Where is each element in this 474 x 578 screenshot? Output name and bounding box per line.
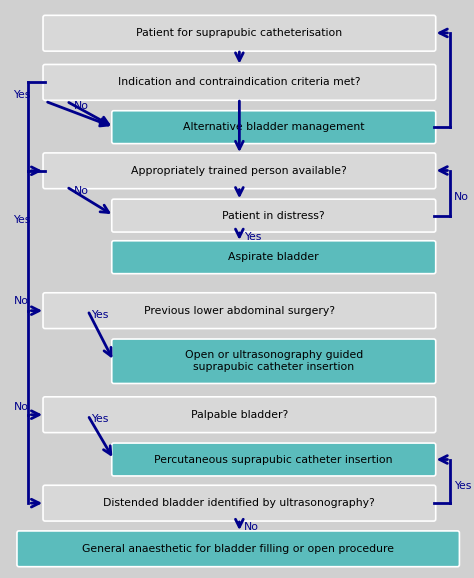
Text: No: No (14, 402, 29, 413)
FancyBboxPatch shape (43, 65, 436, 100)
FancyBboxPatch shape (112, 339, 436, 383)
FancyBboxPatch shape (17, 531, 459, 566)
Text: Yes: Yes (91, 310, 109, 320)
FancyBboxPatch shape (43, 153, 436, 188)
Text: No: No (244, 521, 259, 532)
Text: No: No (73, 186, 89, 196)
Text: General anaesthetic for bladder filling or open procedure: General anaesthetic for bladder filling … (82, 544, 394, 554)
Text: Previous lower abdominal surgery?: Previous lower abdominal surgery? (144, 306, 335, 316)
Text: No: No (14, 295, 29, 306)
Text: Yes: Yes (244, 232, 262, 242)
Text: No: No (73, 101, 89, 111)
FancyBboxPatch shape (112, 241, 436, 273)
FancyBboxPatch shape (112, 199, 436, 232)
Text: Percutaneous suprapubic catheter insertion: Percutaneous suprapubic catheter inserti… (155, 454, 393, 465)
FancyBboxPatch shape (43, 486, 436, 521)
Text: Yes: Yes (13, 90, 30, 101)
Text: Alternative bladder management: Alternative bladder management (183, 122, 365, 132)
Text: Appropriately trained person available?: Appropriately trained person available? (131, 166, 347, 176)
Text: Yes: Yes (454, 480, 472, 491)
Text: Yes: Yes (13, 214, 30, 225)
Text: Patient in distress?: Patient in distress? (222, 210, 325, 221)
Text: Aspirate bladder: Aspirate bladder (228, 252, 319, 262)
Text: Yes: Yes (91, 414, 109, 424)
FancyBboxPatch shape (112, 443, 436, 476)
Text: Indication and contraindication criteria met?: Indication and contraindication criteria… (118, 77, 361, 87)
FancyBboxPatch shape (43, 16, 436, 51)
FancyBboxPatch shape (43, 293, 436, 328)
Text: Open or ultrasonography guided
suprapubic catheter insertion: Open or ultrasonography guided suprapubi… (184, 350, 363, 372)
FancyBboxPatch shape (112, 111, 436, 143)
Text: No: No (454, 191, 469, 202)
FancyBboxPatch shape (43, 397, 436, 432)
Text: Palpable bladder?: Palpable bladder? (191, 410, 288, 420)
Text: Distended bladder identified by ultrasonography?: Distended bladder identified by ultrason… (103, 498, 375, 508)
Text: Patient for suprapubic catheterisation: Patient for suprapubic catheterisation (137, 28, 342, 38)
